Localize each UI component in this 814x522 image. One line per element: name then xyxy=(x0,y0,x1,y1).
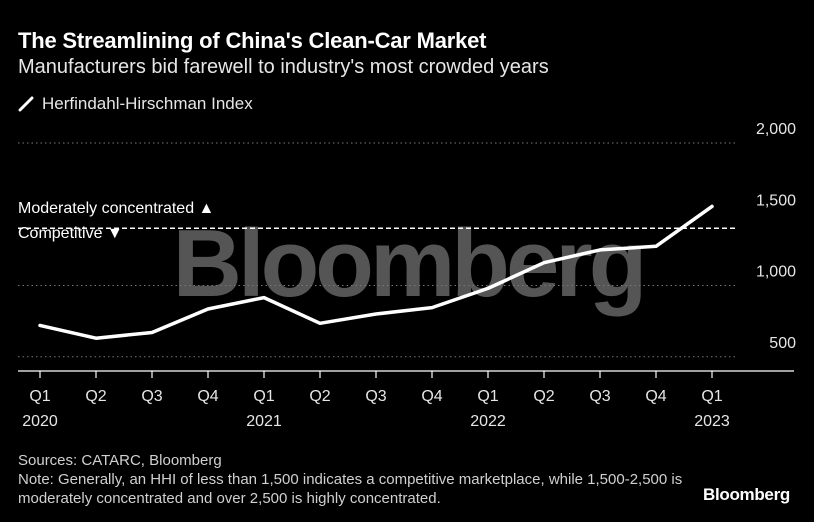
axes: 500 1,000 1,500 2,000 Q1 Q2 Q3 Q4 Q1 Q2 Q3 Q4 Q1 Q2 Q3… xyxy=(18,121,796,430)
x-tick-label: Q2 xyxy=(85,388,106,405)
x-year-label: 2023 xyxy=(694,413,730,430)
data-point xyxy=(39,324,41,326)
x-tick-label: Q4 xyxy=(421,388,442,405)
data-point xyxy=(319,322,321,324)
data-point xyxy=(207,308,209,310)
data-point xyxy=(431,307,433,309)
x-tick-label: Q1 xyxy=(477,388,498,405)
data-point xyxy=(151,332,153,334)
x-tick-label: Q4 xyxy=(645,388,666,405)
bloomberg-logo: Bloomberg xyxy=(702,485,790,504)
chart-title: The Streamlining of China's Clean-Car Ma… xyxy=(18,28,487,53)
series xyxy=(38,204,714,340)
y-tick-label: 1,500 xyxy=(756,192,796,209)
x-year-label: 2020 xyxy=(22,413,58,430)
footer-source: Sources: CATARC, Bloomberg Note: General… xyxy=(18,451,698,508)
x-tick-label: Q1 xyxy=(701,388,722,405)
data-point xyxy=(95,337,97,339)
data-point xyxy=(375,313,377,315)
x-tick-label: Q3 xyxy=(589,388,610,405)
data-point xyxy=(655,245,657,247)
legend-label: Herfindahl-Hirschman Index xyxy=(42,94,253,113)
legend-line-icon xyxy=(18,96,34,112)
data-point xyxy=(599,249,601,251)
source-text: Sources: CATARC, Bloomberg xyxy=(18,452,222,469)
annotation-competitive: Competitive ▼ xyxy=(18,225,123,242)
annotation-moderately-concentrated: Moderately concentrated ▲ xyxy=(18,200,214,217)
note-text: Note: Generally, an HHI of less than 1,5… xyxy=(18,471,683,507)
y-tick-label: 2,000 xyxy=(756,121,796,138)
data-point xyxy=(263,297,265,299)
y-tick-label: 1,000 xyxy=(756,264,796,281)
data-point xyxy=(487,287,489,289)
x-tick-label: Q3 xyxy=(141,388,162,405)
x-tick-label: Q2 xyxy=(309,388,330,405)
x-tick-label: Q3 xyxy=(365,388,386,405)
x-tick-label: Q1 xyxy=(253,388,274,405)
gridlines xyxy=(18,142,738,358)
x-tick-label: Q2 xyxy=(533,388,554,405)
legend: Herfindahl-Hirschman Index xyxy=(18,94,253,114)
data-point xyxy=(543,262,545,264)
y-tick-label: 500 xyxy=(769,335,796,352)
x-tick-label: Q4 xyxy=(197,388,218,405)
x-year-label: 2021 xyxy=(246,413,282,430)
x-year-label: 2022 xyxy=(470,413,506,430)
x-tick-label: Q1 xyxy=(29,388,50,405)
chart-subtitle: Manufacturers bid farewell to industry's… xyxy=(18,56,549,78)
data-point xyxy=(711,205,713,207)
